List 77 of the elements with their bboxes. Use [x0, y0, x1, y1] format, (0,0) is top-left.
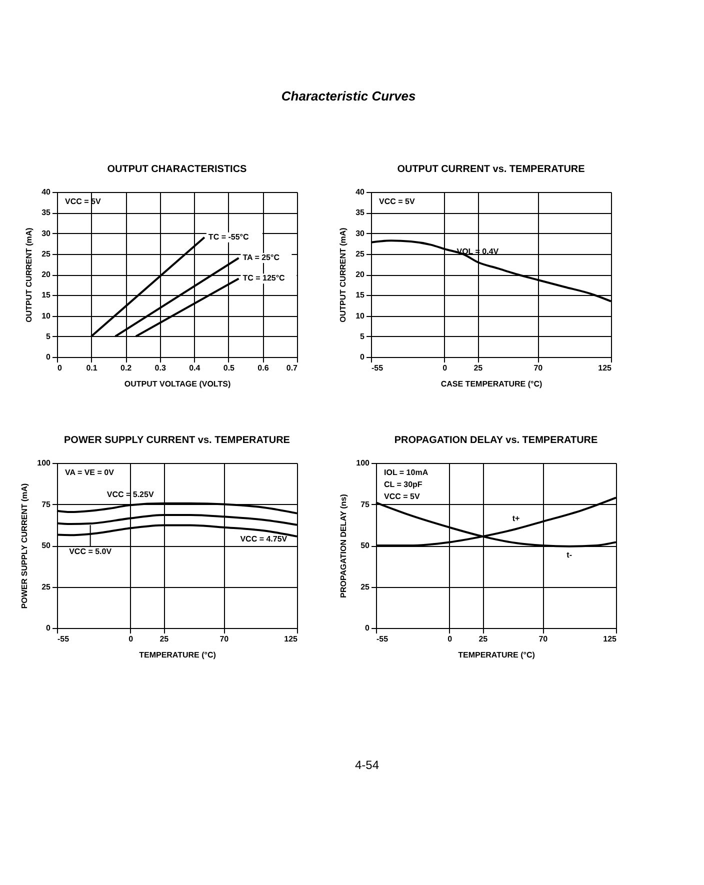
x-tick-label: 0.2	[120, 364, 132, 372]
x-tick-label: 0.5	[223, 364, 236, 372]
x-tick-label: 25	[474, 364, 484, 372]
annotation: CL = 30pF	[384, 480, 422, 489]
series-label: t+	[512, 514, 520, 523]
y-tick-label: 40	[356, 188, 366, 196]
x-axis-title: CASE TEMPERATURE (°C)	[440, 380, 542, 388]
y-tick-label: 30	[42, 228, 52, 238]
x-tick-label: -55	[58, 634, 70, 644]
x-tick-label: 0	[58, 364, 62, 372]
y-tick-label: 40	[42, 188, 52, 196]
series-label: t-	[566, 550, 572, 560]
y-tick-label: 25	[42, 582, 52, 592]
y-tick-label: 100	[37, 458, 52, 468]
y-axis-title: OUTPUT CURRENT (mA)	[338, 227, 348, 322]
y-tick-label: 5	[46, 332, 52, 341]
y-tick-label: 30	[356, 228, 366, 238]
y-tick-label: 25	[360, 582, 370, 592]
x-tick-label: 0.7	[286, 364, 298, 372]
y-tick-label: 75	[42, 500, 52, 509]
x-axis-title: TEMPERATURE (°C)	[139, 650, 216, 660]
y-tick-label: 50	[360, 541, 370, 550]
y-tick-label: 35	[356, 208, 366, 218]
y-tick-label: 75	[360, 500, 370, 509]
y-tick-label: 10	[356, 311, 366, 320]
series-label: TC = 125°C	[242, 274, 286, 283]
y-axis-title: OUTPUT CURRENT (mA)	[24, 227, 34, 322]
y-axis-title: POWER SUPPLY CURRENT (mA)	[20, 482, 30, 609]
y-tick-label: 20	[356, 270, 366, 279]
chart-title: OUTPUT CHARACTERISTICS	[107, 164, 248, 175]
y-tick-label: 100	[356, 458, 370, 468]
annotation: VA = VE = 0V	[65, 468, 115, 477]
y-tick-label: 0	[46, 624, 52, 632]
series-label: TA = 25°C	[242, 253, 280, 262]
x-axis-title: TEMPERATURE (°C)	[458, 650, 536, 660]
y-tick-label: 0	[360, 352, 366, 362]
annotation: IOL = 10mA	[384, 468, 428, 477]
annotation: VCC = 5V	[379, 197, 416, 206]
x-tick-label: 0	[128, 634, 134, 644]
text: VCC = 5.0V	[69, 546, 112, 556]
series-label: TC = -55°C	[208, 232, 249, 242]
x-tick-label: 0.4	[189, 364, 201, 372]
x-tick-label: 0.6	[258, 364, 270, 372]
text: Characteristic Curves	[281, 88, 416, 104]
x-tick-label: 0	[442, 364, 448, 372]
x-tick-label: 0	[448, 634, 453, 644]
chart-title: POWER SUPPLY CURRENT vs. TEMPERATURE	[64, 435, 290, 446]
y-tick-label: 15	[356, 290, 366, 300]
y-tick-label: 25	[356, 249, 366, 258]
x-tick-label: 125	[598, 364, 612, 372]
y-tick-label: 0	[46, 352, 52, 362]
x-tick-label: 25	[478, 634, 488, 644]
y-tick-label: 25	[42, 249, 52, 258]
y-tick-label: 0	[365, 624, 370, 632]
y-tick-label: 5	[360, 332, 366, 341]
chart-title: OUTPUT CURRENT vs. TEMPERATURE	[397, 164, 586, 175]
y-axis-title: PROPAGATION DELAY (ns)	[339, 494, 348, 598]
y-tick-label: 50	[42, 541, 52, 550]
x-tick-label: 125	[603, 634, 618, 644]
y-tick-label: 20	[42, 270, 52, 279]
x-tick-label: 0.3	[154, 364, 166, 372]
x-axis-title: OUTPUT VOLTAGE (VOLTS)	[124, 380, 231, 388]
x-tick-label: 70	[538, 634, 548, 644]
x-tick-label: 70	[534, 364, 544, 372]
y-tick-label: 10	[42, 311, 52, 320]
annotation: VCC = 5V	[384, 492, 420, 501]
x-tick-label: 25	[160, 634, 170, 644]
chart-title: PROPAGATION DELAY vs. TEMPERATURE	[394, 435, 598, 446]
x-tick-label: 0.1	[86, 364, 98, 372]
series-label: VCC = 4.75V	[240, 534, 288, 544]
x-tick-label: 125	[284, 634, 298, 644]
x-tick-label: 70	[220, 634, 230, 644]
y-tick-label: 35	[42, 208, 52, 218]
y-tick-label: 15	[42, 290, 52, 300]
text: 4-54	[354, 758, 380, 772]
x-tick-label: -55	[376, 634, 389, 644]
x-tick-label: -55	[372, 364, 384, 372]
